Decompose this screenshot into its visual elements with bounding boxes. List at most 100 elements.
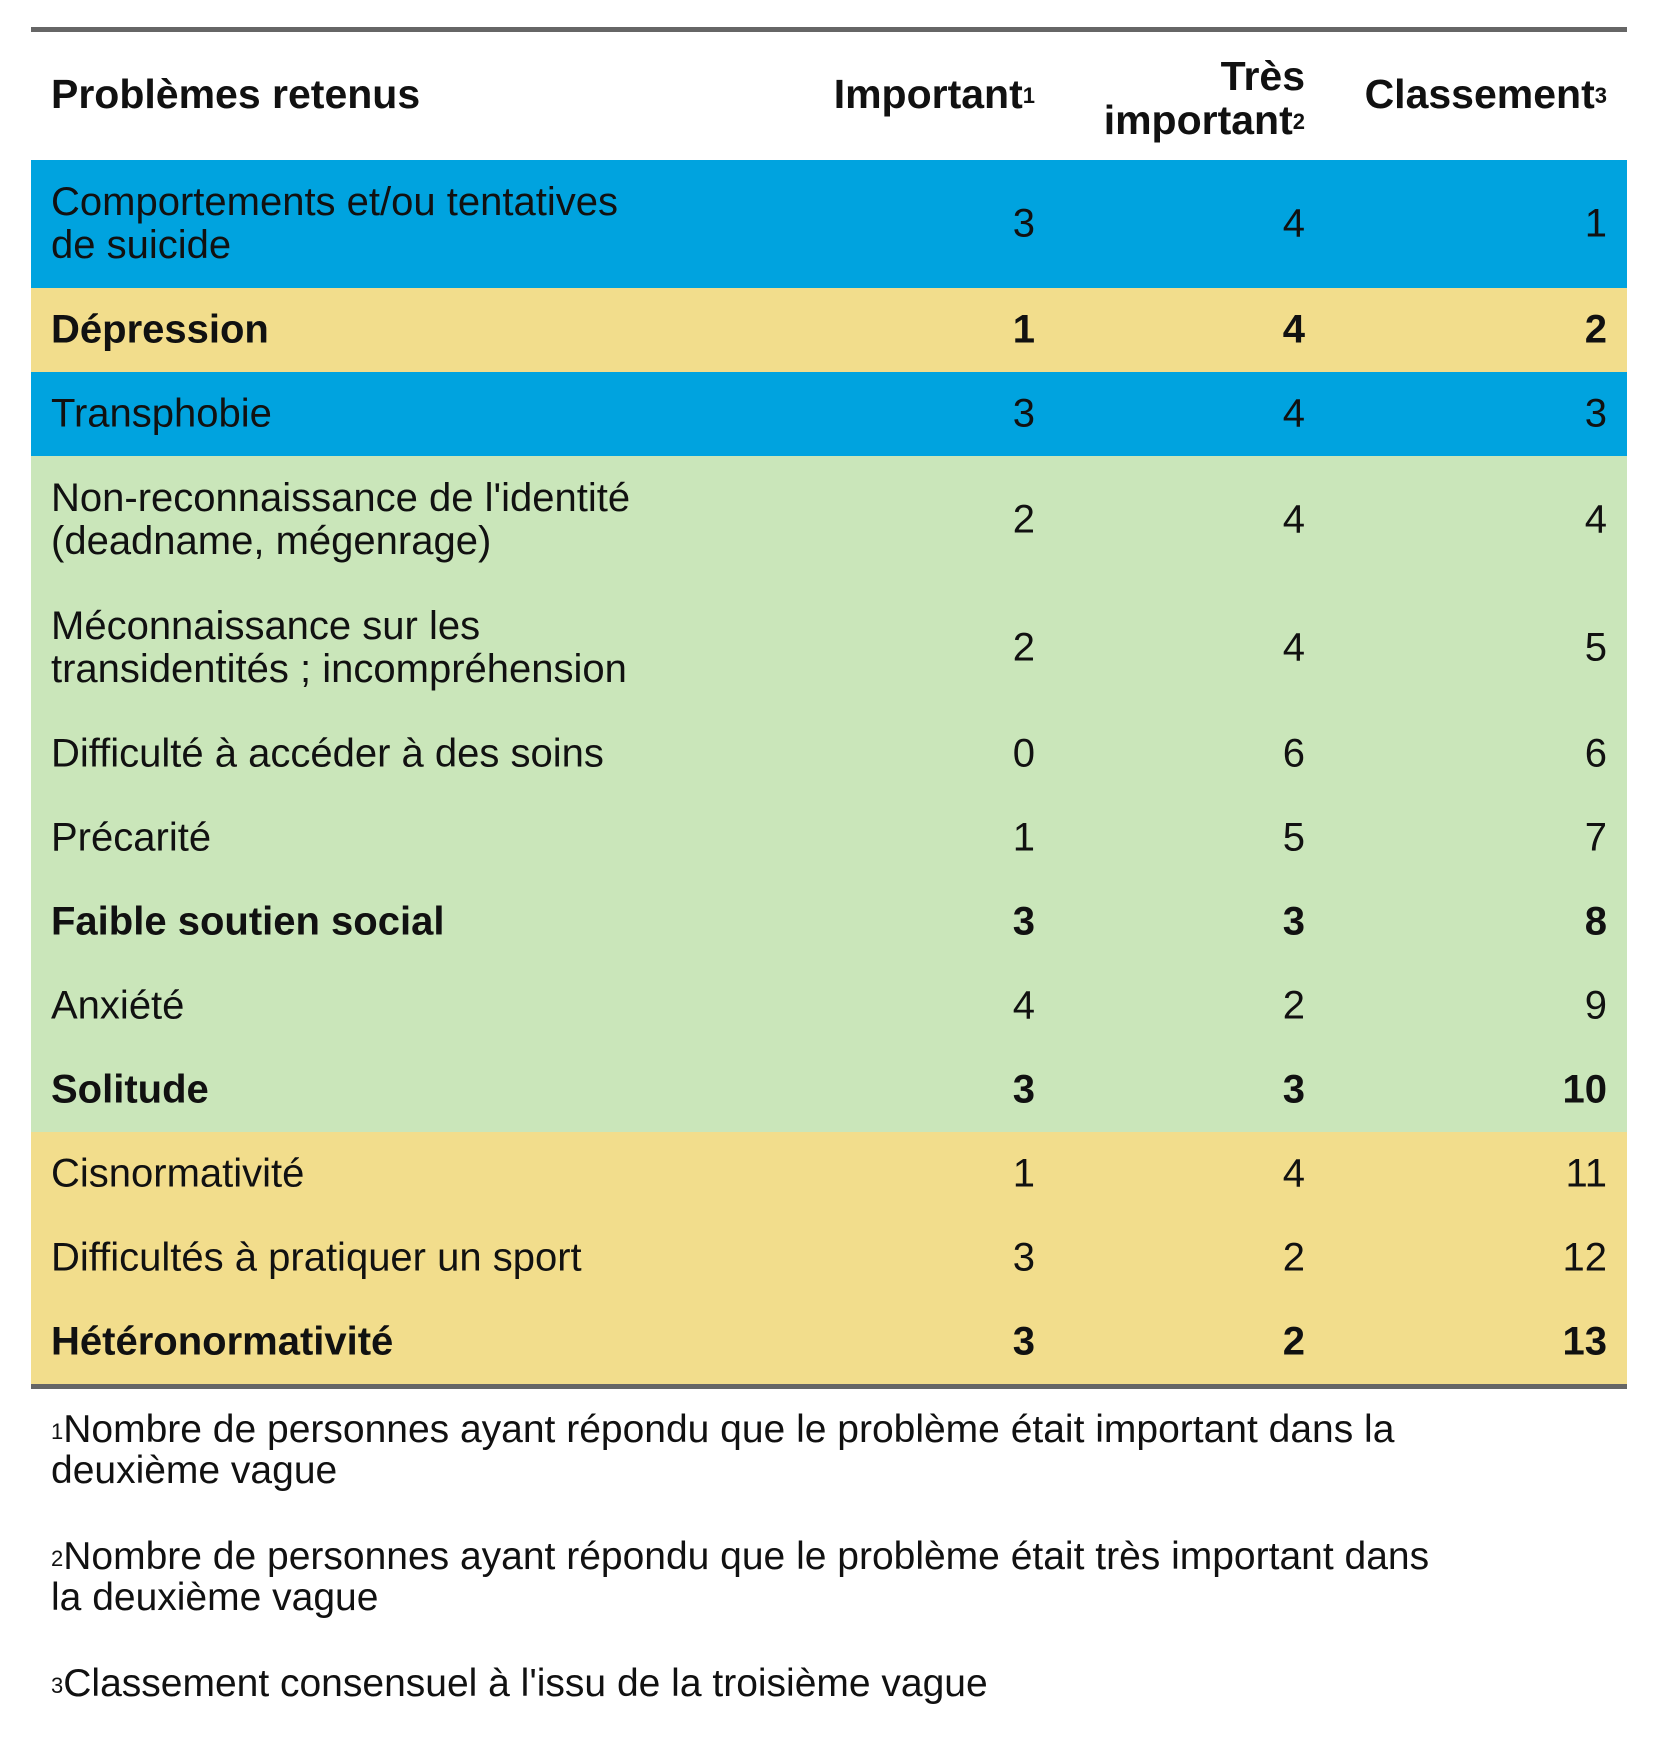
cell-important: 1 <box>1012 307 1035 352</box>
cell-tres-important: 4 <box>1282 201 1305 246</box>
header-important: Important1 <box>834 72 1035 116</box>
header-tres-line2-wrap: important2 <box>1104 98 1305 142</box>
cell-important: 3 <box>1012 391 1035 436</box>
cell-important: 3 <box>1012 899 1035 944</box>
cell-tres-important: 4 <box>1282 625 1305 670</box>
table-row: Difficultés à pratiquer un sport 3 2 12 <box>31 1216 1627 1300</box>
table-row: Précarité 1 5 7 <box>31 796 1627 880</box>
cell-tres-important: 2 <box>1282 1235 1305 1280</box>
header-problemes-retenus: Problèmes retenus <box>51 72 420 116</box>
cell-tres-important: 2 <box>1282 983 1305 1028</box>
row-label: Méconnaissance sur les transidentités ; … <box>51 605 751 691</box>
cell-important: 4 <box>1012 983 1035 1028</box>
row-label: Transphobie <box>51 391 272 436</box>
cell-important: 2 <box>1012 625 1035 670</box>
footnote-ref-1: 1 <box>1022 83 1035 108</box>
cell-classement: 10 <box>1562 1067 1608 1112</box>
table-header: Problèmes retenus Important1 Très import… <box>31 32 1627 160</box>
cell-important: 2 <box>1012 497 1035 542</box>
cell-classement: 3 <box>1584 391 1607 436</box>
cell-tres-important: 4 <box>1282 497 1305 542</box>
cell-classement: 9 <box>1584 983 1607 1028</box>
footnote-2-line1-wrap: 2Nombre de personnes ayant répondu que l… <box>51 1536 1631 1577</box>
table-row: Cisnormativité 1 4 11 <box>31 1132 1627 1216</box>
header-classement-text: Classement <box>1364 71 1595 117</box>
header-important-text: Important <box>833 71 1023 117</box>
cell-classement: 13 <box>1562 1319 1608 1364</box>
cell-classement: 5 <box>1584 625 1607 670</box>
footnote-2-line2: la deuxième vague <box>51 1576 379 1619</box>
row-label: Non-reconnaissance de l'identité (deadna… <box>51 477 751 563</box>
footnote-2-line1: Nombre de personnes ayant répondu que le… <box>63 1535 1430 1578</box>
table-row: Solitude 3 3 10 <box>31 1048 1627 1132</box>
cell-important: 3 <box>1012 201 1035 246</box>
table-row: Comportements et/ou tentatives de suicid… <box>31 160 1627 288</box>
cell-important: 3 <box>1012 1235 1035 1280</box>
row-label: Anxiété <box>51 983 185 1028</box>
row-label-line1: Comportements et/ou tentatives <box>51 180 618 224</box>
footnote-1-line1-wrap: 1Nombre de personnes ayant répondu que l… <box>51 1409 1631 1450</box>
table-bottom-rule <box>31 1384 1627 1389</box>
cell-classement: 2 <box>1584 307 1607 352</box>
footnote-ref-2: 2 <box>1292 109 1305 134</box>
footnote-1-line2: deuxième vague <box>51 1449 338 1492</box>
cell-tres-important: 4 <box>1282 391 1305 436</box>
footnote-3-line1: Classement consensuel à l'issu de la tro… <box>63 1662 988 1705</box>
footnotes: 1Nombre de personnes ayant répondu que l… <box>51 1409 1631 1749</box>
footnote-3: 3Classement consensuel à l'issu de la tr… <box>51 1663 1631 1704</box>
row-label-line2: de suicide <box>51 223 232 267</box>
cell-classement: 4 <box>1584 497 1607 542</box>
cell-important: 1 <box>1012 1151 1035 1196</box>
cell-classement: 11 <box>1565 1151 1607 1196</box>
header-classement: Classement3 <box>1365 72 1607 116</box>
footnote-1: 1Nombre de personnes ayant répondu que l… <box>51 1409 1631 1491</box>
row-label: Faible soutien social <box>51 899 445 944</box>
table-row: Hétéronormativité 3 2 13 <box>31 1300 1627 1384</box>
row-label-line2: (deadname, mégenrage) <box>51 519 492 563</box>
row-label: Difficulté à accéder à des soins <box>51 731 604 776</box>
row-label: Cisnormativité <box>51 1151 305 1196</box>
footnote-3-marker: 3 <box>51 1673 64 1698</box>
table-top-rule <box>31 27 1627 32</box>
row-label-line2: transidentités ; incompréhension <box>51 647 627 691</box>
table-row: Transphobie 3 4 3 <box>31 372 1627 456</box>
footnote-1-line1: Nombre de personnes ayant répondu que le… <box>63 1408 1395 1451</box>
cell-tres-important: 3 <box>1282 1067 1305 1112</box>
cell-classement: 1 <box>1584 201 1607 246</box>
cell-classement: 12 <box>1562 1235 1608 1280</box>
cell-important: 1 <box>1012 815 1035 860</box>
cell-classement: 6 <box>1584 731 1607 776</box>
cell-important: 0 <box>1012 731 1035 776</box>
cell-tres-important: 4 <box>1282 307 1305 352</box>
row-label: Difficultés à pratiquer un sport <box>51 1235 582 1280</box>
row-label-line1: Non-reconnaissance de l'identité <box>51 476 631 520</box>
row-label: Solitude <box>51 1067 209 1112</box>
row-label: Hétéronormativité <box>51 1319 394 1364</box>
cell-tres-important: 4 <box>1282 1151 1305 1196</box>
header-tres-important: Très important2 <box>1104 54 1305 142</box>
footnote-1-marker: 1 <box>51 1419 64 1444</box>
cell-tres-important: 6 <box>1282 731 1305 776</box>
table-row: Non-reconnaissance de l'identité (deadna… <box>31 456 1627 584</box>
table-row: Dépression 1 4 2 <box>31 288 1627 372</box>
cell-tres-important: 3 <box>1282 899 1305 944</box>
row-label: Dépression <box>51 307 269 352</box>
footnote-2-marker: 2 <box>51 1546 64 1571</box>
cell-classement: 8 <box>1584 899 1607 944</box>
footnote-2: 2Nombre de personnes ayant répondu que l… <box>51 1536 1631 1618</box>
table-row: Méconnaissance sur les transidentités ; … <box>31 584 1627 712</box>
table-row: Faible soutien social 3 3 8 <box>31 880 1627 964</box>
cell-important: 3 <box>1012 1067 1035 1112</box>
results-table: Problèmes retenus Important1 Très import… <box>31 27 1627 1389</box>
footnote-3-line1-wrap: 3Classement consensuel à l'issu de la tr… <box>51 1663 1631 1704</box>
cell-classement: 7 <box>1584 815 1607 860</box>
footnote-ref-3: 3 <box>1594 83 1607 108</box>
row-label: Comportements et/ou tentatives de suicid… <box>51 181 751 267</box>
header-tres-line2: important <box>1103 97 1293 143</box>
cell-important: 3 <box>1012 1319 1035 1364</box>
row-label: Précarité <box>51 815 212 860</box>
cell-tres-important: 2 <box>1282 1319 1305 1364</box>
cell-tres-important: 5 <box>1282 815 1305 860</box>
row-label-line1: Méconnaissance sur les <box>51 604 481 648</box>
header-tres-line1: Très <box>1220 53 1305 99</box>
